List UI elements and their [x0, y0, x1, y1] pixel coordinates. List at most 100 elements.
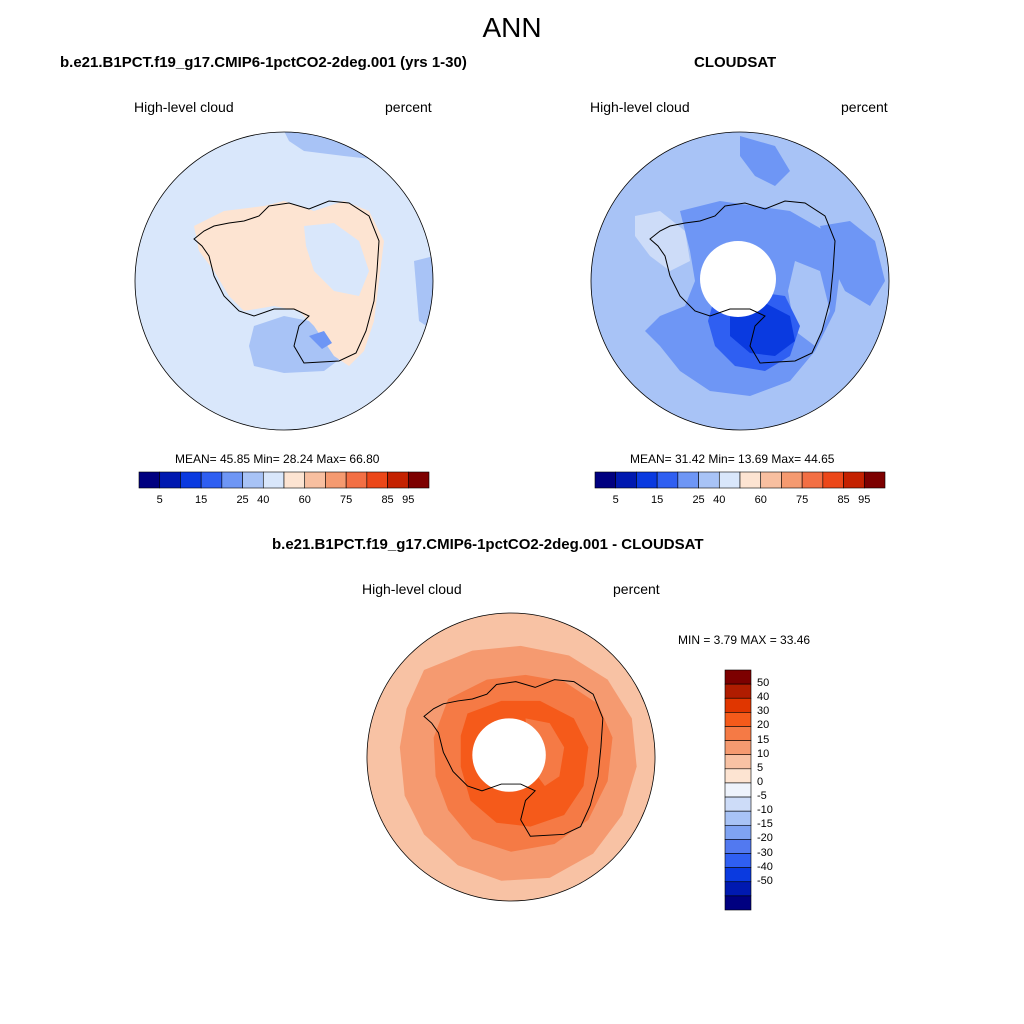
panel1-cooler-region [309, 331, 332, 349]
colorbar-tick-label: 95 [858, 494, 871, 506]
colorbar-tick-label: 5 [156, 494, 163, 506]
colorbar-swatch [724, 895, 752, 911]
panel1-colorbar [138, 471, 430, 489]
colorbar-tick-label: 40 [257, 494, 270, 506]
colorbar-tick-label: 75 [796, 494, 809, 506]
panel2-missing-data [700, 241, 776, 317]
panel1-title: b.e21.B1PCT.f19_g17.CMIP6-1pctCO2-2deg.0… [60, 54, 467, 71]
panel3-colorbar [724, 669, 752, 911]
colorbar-tick-label: -10 [757, 804, 773, 817]
panel1-cool-region [414, 256, 433, 331]
panel1-coastline [193, 200, 380, 364]
colorbar-tick-label: 5 [757, 761, 764, 774]
colorbar-swatch [407, 471, 430, 489]
panel2-title: CLOUDSAT [694, 54, 777, 71]
colorbar-swatch [594, 471, 617, 489]
colorbar-tick-label: 25 [236, 494, 249, 506]
panel1-stats: MEAN= 45.85 Min= 28.24 Max= 66.80 [175, 452, 380, 466]
panel2-map [590, 131, 890, 431]
colorbar-swatch [724, 683, 752, 699]
colorbar-swatch [387, 471, 409, 489]
panel2-coastline [649, 200, 836, 364]
panel1-colorbar-ticks: 5 15 25 40 60 75 85 95 [139, 494, 429, 508]
panel3-variable-label: High-level cloud [362, 581, 462, 597]
colorbar-tick-label: 95 [402, 494, 415, 506]
colorbar-swatch [304, 471, 326, 489]
panel3-title: b.e21.B1PCT.f19_g17.CMIP6-1pctCO2-2deg.0… [272, 536, 704, 553]
colorbar-swatch [724, 853, 752, 868]
colorbar-swatch [242, 471, 264, 489]
colorbar-swatch [636, 471, 658, 489]
colorbar-swatch [843, 471, 865, 489]
colorbar-swatch [138, 471, 161, 489]
colorbar-swatch [724, 740, 752, 756]
colorbar-tick-label: -5 [757, 790, 767, 803]
colorbar-swatch [724, 810, 752, 826]
colorbar-swatch [739, 471, 762, 489]
colorbar-tick-label: -20 [757, 832, 773, 845]
colorbar-tick-label: 40 [713, 494, 726, 506]
colorbar-swatch [698, 471, 720, 489]
colorbar-tick-label: 60 [298, 494, 311, 506]
colorbar-swatch [718, 471, 741, 489]
panel2-darkest-region [730, 303, 795, 356]
colorbar-tick-label: 20 [757, 719, 770, 732]
colorbar-swatch [724, 824, 752, 840]
colorbar-swatch [677, 471, 699, 489]
panel3-colorbar-ticks: 50 40 30 20 15 10 5 0 -5 -10 -15 -20 -30 -40 -50 [757, 670, 797, 910]
colorbar-swatch [724, 881, 752, 897]
colorbar-swatch [724, 839, 752, 854]
panel2-mid-region [820, 221, 885, 306]
colorbar-tick-label: 60 [754, 494, 767, 506]
colorbar-swatch [615, 471, 637, 489]
colorbar-swatch [801, 471, 824, 489]
colorbar-swatch [724, 768, 752, 784]
colorbar-tick-label: 75 [340, 494, 353, 506]
colorbar-tick-label: -15 [757, 818, 773, 831]
colorbar-swatch [724, 754, 752, 770]
colorbar-swatch [325, 471, 347, 489]
panel3-missing-data [472, 718, 546, 792]
panel2-light-region [635, 211, 690, 271]
colorbar-swatch [221, 471, 243, 489]
colorbar-tick-label: 85 [837, 494, 850, 506]
colorbar-swatch [863, 471, 886, 489]
colorbar-tick-label: 15 [195, 494, 208, 506]
colorbar-tick-label: -30 [757, 846, 773, 859]
panel2-units-label: percent [841, 99, 888, 115]
colorbar-tick-label: 10 [757, 747, 770, 760]
colorbar-swatch [822, 471, 844, 489]
main-title: ANN [482, 12, 542, 43]
colorbar-tick-label: 5 [612, 494, 619, 506]
panel2-colorbar-ticks: 5 15 25 40 60 75 85 95 [595, 494, 885, 508]
colorbar-tick-label: -40 [757, 860, 773, 873]
colorbar-swatch [262, 471, 285, 489]
panel2-mid-region [740, 136, 790, 186]
colorbar-swatch [781, 471, 803, 489]
colorbar-tick-label: 25 [692, 494, 705, 506]
panel2-map-border [590, 131, 890, 431]
colorbar-swatch [724, 712, 752, 727]
panel2-colorbar [594, 471, 886, 489]
panel3-map [366, 612, 656, 902]
colorbar-swatch [760, 471, 782, 489]
colorbar-swatch [724, 669, 752, 685]
colorbar-tick-label: 0 [757, 775, 764, 788]
colorbar-tick-label: 15 [757, 733, 770, 746]
panel3-coastline [423, 679, 604, 837]
panel1-map-border [134, 131, 434, 431]
panel2-variable-label: High-level cloud [590, 99, 690, 115]
colorbar-swatch [345, 471, 368, 489]
colorbar-swatch [180, 471, 202, 489]
colorbar-tick-label: -50 [757, 874, 773, 887]
colorbar-tick-label: 40 [757, 691, 770, 704]
colorbar-swatch [724, 867, 752, 883]
colorbar-tick-label: 15 [651, 494, 664, 506]
panel1-cool-region [304, 223, 369, 296]
colorbar-swatch [200, 471, 223, 489]
colorbar-swatch [724, 796, 752, 812]
panel3-units-label: percent [613, 581, 660, 597]
colorbar-swatch [656, 471, 679, 489]
panel1-units-label: percent [385, 99, 432, 115]
colorbar-swatch [366, 471, 388, 489]
